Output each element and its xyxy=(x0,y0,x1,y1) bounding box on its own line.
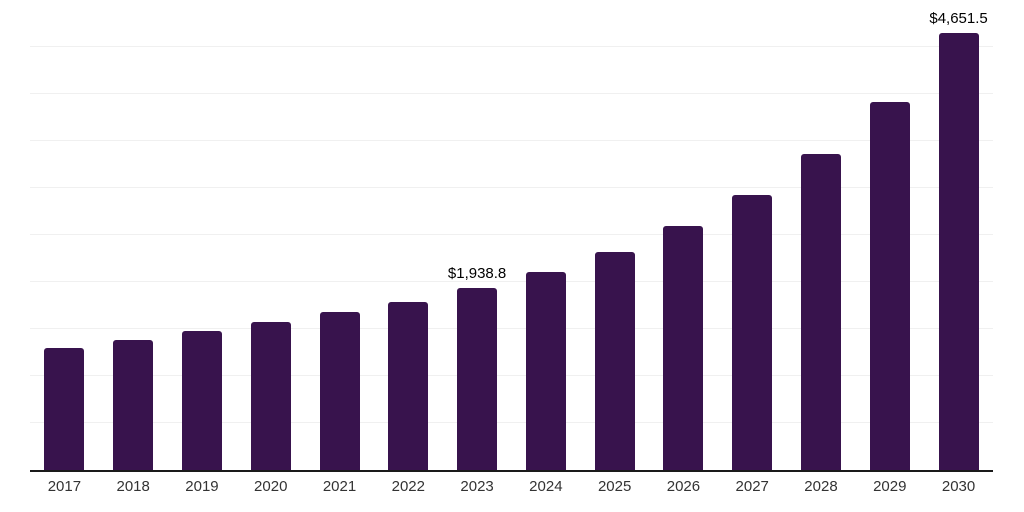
bar-2023 xyxy=(457,287,498,470)
bars-group: $1,938.8 $4,651.5 xyxy=(30,0,993,470)
gridline-1000 xyxy=(30,375,993,376)
bar-slot-2026 xyxy=(649,0,718,470)
gridline-1500 xyxy=(30,328,993,329)
data-label-2023: $1,938.8 xyxy=(447,264,507,282)
gridline-3000 xyxy=(30,187,993,188)
bar-slot-2029 xyxy=(855,0,924,470)
x-tick-2025: 2025 xyxy=(597,478,632,495)
x-tick-2023: 2023 xyxy=(460,478,494,495)
x-tick-2017: 2017 xyxy=(47,478,82,495)
x-tick-2021: 2021 xyxy=(322,478,357,495)
bar-2027 xyxy=(732,194,773,470)
gridline-4000 xyxy=(30,93,993,94)
bar-2025 xyxy=(594,251,635,470)
bar-slot-2021 xyxy=(305,0,374,470)
data-label-2030: $4,651.5 xyxy=(929,9,988,27)
bar-slot-2018 xyxy=(99,0,168,470)
x-tick-2029: 2029 xyxy=(873,478,907,495)
bar-2019 xyxy=(181,331,222,470)
bar-2029 xyxy=(869,101,910,470)
bar-slot-2017 xyxy=(30,0,99,470)
x-tick-2026: 2026 xyxy=(666,478,701,495)
gridline-4500 xyxy=(30,46,993,47)
bar-slot-2022 xyxy=(374,0,443,470)
gridline-2000 xyxy=(30,281,993,282)
bar-slot-2028 xyxy=(787,0,856,470)
bar-2020 xyxy=(250,322,291,470)
x-tick-2030: 2030 xyxy=(941,478,976,495)
x-tick-2028: 2028 xyxy=(804,478,838,495)
x-axis-tick-labels: 2017 2018 2019 2020 2021 2022 2023 2024 2025 2026… xyxy=(30,478,993,496)
gridline-2500 xyxy=(30,234,993,235)
bar-slot-2025 xyxy=(580,0,649,470)
bar-2018 xyxy=(113,339,154,470)
bar-slot-2030: $4,651.5 xyxy=(924,0,993,470)
bar-slot-2024 xyxy=(511,0,580,470)
x-tick-2019: 2019 xyxy=(185,478,219,495)
x-tick-2022: 2022 xyxy=(391,478,425,495)
bar-2024 xyxy=(525,271,566,470)
bar-2022 xyxy=(388,301,429,470)
bar-2017 xyxy=(44,348,85,470)
gridline-500 xyxy=(30,422,993,423)
bar-slot-2027 xyxy=(718,0,787,470)
x-tick-2018: 2018 xyxy=(116,478,150,495)
x-tick-2020: 2020 xyxy=(254,478,288,495)
plot-area: $1,938.8 $4,651.5 xyxy=(30,0,993,472)
bar-2028 xyxy=(800,154,841,470)
bar-slot-2020 xyxy=(236,0,305,470)
bar-2030 xyxy=(938,32,979,470)
x-tick-2024: 2024 xyxy=(529,478,563,495)
bar-slot-2019 xyxy=(168,0,237,470)
bar-2026 xyxy=(663,226,704,470)
x-tick-2027: 2027 xyxy=(735,478,769,495)
bar-2021 xyxy=(319,312,360,470)
bar-slot-2023: $1,938.8 xyxy=(443,0,512,470)
gridline-3500 xyxy=(30,140,993,141)
